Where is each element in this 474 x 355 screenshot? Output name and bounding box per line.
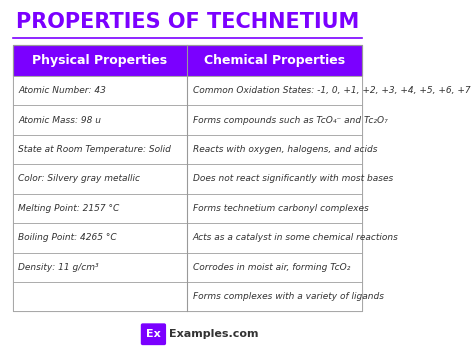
Text: Atomic Mass: 98 u: Atomic Mass: 98 u (18, 116, 101, 125)
FancyBboxPatch shape (12, 282, 187, 311)
Text: Forms compounds such as TcO₄⁻ and Tc₂O₇: Forms compounds such as TcO₄⁻ and Tc₂O₇ (193, 116, 388, 125)
Text: Does not react significantly with most bases: Does not react significantly with most b… (193, 174, 393, 184)
FancyBboxPatch shape (12, 45, 362, 76)
FancyBboxPatch shape (187, 135, 362, 164)
FancyBboxPatch shape (187, 105, 362, 135)
Text: Boiling Point: 4265 °C: Boiling Point: 4265 °C (18, 233, 117, 242)
FancyBboxPatch shape (12, 194, 187, 223)
FancyBboxPatch shape (187, 194, 362, 223)
FancyBboxPatch shape (12, 252, 187, 282)
FancyBboxPatch shape (12, 223, 187, 252)
FancyBboxPatch shape (187, 282, 362, 311)
Text: Acts as a catalyst in some chemical reactions: Acts as a catalyst in some chemical reac… (193, 233, 399, 242)
Text: Examples.com: Examples.com (169, 329, 258, 339)
FancyBboxPatch shape (12, 76, 187, 105)
Text: Ex: Ex (146, 329, 161, 339)
FancyBboxPatch shape (187, 164, 362, 194)
Text: Atomic Number: 43: Atomic Number: 43 (18, 86, 106, 95)
FancyBboxPatch shape (141, 323, 166, 345)
Text: Corrodes in moist air, forming TcO₂: Corrodes in moist air, forming TcO₂ (193, 263, 350, 272)
FancyBboxPatch shape (12, 164, 187, 194)
Text: Forms technetium carbonyl complexes: Forms technetium carbonyl complexes (193, 204, 369, 213)
Text: PROPERTIES OF TECHNETIUM: PROPERTIES OF TECHNETIUM (16, 12, 359, 32)
Text: Forms complexes with a variety of ligands: Forms complexes with a variety of ligand… (193, 292, 384, 301)
FancyBboxPatch shape (12, 135, 187, 164)
FancyBboxPatch shape (12, 105, 187, 135)
FancyBboxPatch shape (187, 252, 362, 282)
Text: Melting Point: 2157 °C: Melting Point: 2157 °C (18, 204, 119, 213)
Text: Reacts with oxygen, halogens, and acids: Reacts with oxygen, halogens, and acids (193, 145, 377, 154)
Text: State at Room Temperature: Solid: State at Room Temperature: Solid (18, 145, 171, 154)
Text: Physical Properties: Physical Properties (32, 54, 167, 67)
Text: Common Oxidation States: -1, 0, +1, +2, +3, +4, +5, +6, +7: Common Oxidation States: -1, 0, +1, +2, … (193, 86, 471, 95)
Text: Density: 11 g/cm³: Density: 11 g/cm³ (18, 263, 99, 272)
Text: Color: Silvery gray metallic: Color: Silvery gray metallic (18, 174, 140, 184)
Text: Chemical Properties: Chemical Properties (204, 54, 345, 67)
FancyBboxPatch shape (187, 76, 362, 105)
FancyBboxPatch shape (187, 223, 362, 252)
